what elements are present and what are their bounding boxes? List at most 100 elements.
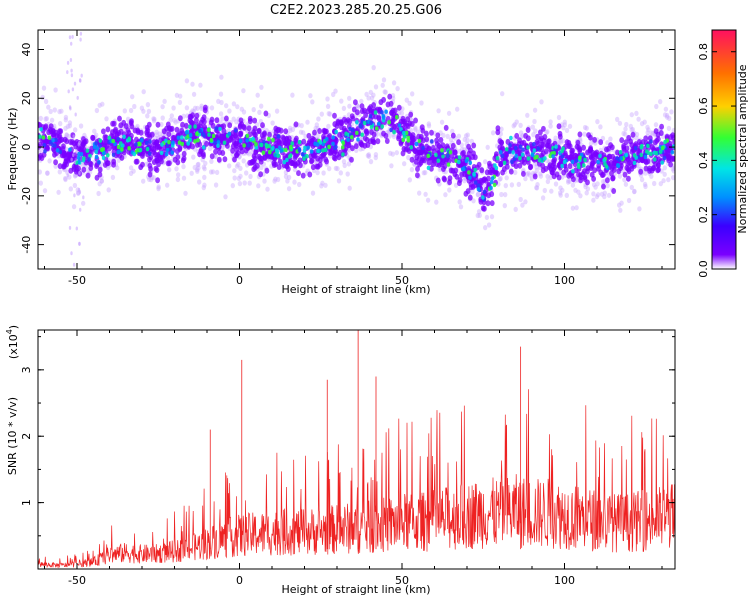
spectral-halo-point [195,168,200,174]
spectral-peak-point [446,162,451,167]
spectral-peak-point [238,138,243,144]
spectral-point [514,132,520,139]
y-tick-label: 1 [20,499,33,506]
spectral-point [234,146,240,153]
spectral-halo-point [208,169,214,175]
spectral-peak-point [495,156,500,161]
spectral-peak-point [341,145,345,150]
spectral-point [174,126,180,133]
spectral-point [370,138,376,145]
spectral-peak-point [560,154,565,159]
spectral-halo-point [198,82,203,88]
spectral-halo-point [73,193,76,198]
spectral-point [383,132,389,139]
colorbar-tick-label: 0.4 [697,152,710,170]
spectral-peak-point [316,148,320,154]
spectral-point [611,188,617,194]
spectral-point [323,156,329,163]
spectral-point [295,159,301,166]
spectral-peak-point [276,134,281,139]
spectral-point [384,138,390,144]
spectral-point [228,136,234,143]
spectral-peak-point [193,124,197,129]
spectral-halo-point [67,120,73,126]
spectral-point [385,101,391,108]
spectral-point [153,165,159,172]
spectral-point [190,143,196,150]
spectral-point [321,127,327,134]
spectral-peak-point [369,124,374,130]
spectral-peak-point [206,127,211,133]
spectral-point [307,171,313,178]
spectral-halo-point [409,167,415,173]
spectral-point [495,125,501,132]
spectral-halo-point [666,125,672,131]
spectral-point [500,145,505,152]
spectral-point [489,200,495,207]
spectral-point [284,162,289,169]
spectral-halo-point [168,117,173,123]
spectral-halo-point [190,108,195,114]
spectral-point [178,115,183,122]
spectral-point [337,131,342,138]
spectral-point [77,146,83,153]
spectral-peak-point [509,135,513,141]
spectral-halo-point [49,117,55,123]
spectral-halo-point [214,169,220,175]
spectral-halo-point [406,154,411,161]
spectral-halo-point [115,165,120,171]
spectral-point [155,177,161,184]
spectral-halo-point [232,168,237,174]
spectral-peak-point [120,147,124,152]
spectral-point [538,129,543,136]
spectral-peak-point [164,151,169,157]
snr-panel: -50 0 50 100 1 2 3 Height of straight line (km… [5,325,676,596]
spectral-halo-point [315,133,321,139]
spectral-point [317,161,323,168]
spectral-peak-point [201,131,205,136]
spectral-point [38,154,42,161]
spectral-halo-point [387,133,392,139]
spectral-halo-point [388,150,393,156]
spectral-halo-point [544,129,549,135]
spectral-peak-point [518,144,523,149]
spectral-halo-point [197,179,202,185]
spectral-point [655,161,661,168]
spectral-point [110,120,115,127]
spectral-halo-point [643,170,648,176]
spectral-halo-point [80,73,83,78]
spectral-point [541,125,546,132]
spectral-peak-point [476,187,481,192]
spectral-peak-point [327,144,331,150]
spectral-halo-point [558,190,563,196]
spectral-point [133,158,139,165]
spectral-halo-point [145,102,151,108]
spectral-halo-point [46,104,51,110]
spectral-peak-point [195,131,199,137]
spectral-peak-point [134,142,138,147]
spectral-halo-point [195,105,200,111]
spectral-halo-point [475,191,481,197]
spectral-point [230,143,236,150]
spectral-point [528,141,534,148]
spectral-halo-point [339,98,344,104]
spectral-halo-point [141,89,146,95]
spectral-point [286,135,292,142]
spectral-peak-point [532,142,536,147]
spectral-halo-point [476,209,482,215]
spectral-point [556,123,562,130]
spectral-peak-point [498,150,503,155]
spectral-peak-point [387,120,392,125]
spectral-halo-point [399,110,405,116]
spectral-point [154,139,160,146]
spectral-halo-point [634,135,639,141]
x-tick-label: 50 [395,274,409,287]
spectral-halo-point [139,105,145,111]
spectral-peak-point [98,138,103,143]
spectral-peak-point [68,147,72,152]
spectral-peak-point [94,154,99,160]
spectral-peak-point [492,182,497,188]
spectral-peak-point [148,139,152,144]
spectral-peak-point [426,165,431,171]
spectral-point [594,151,600,158]
